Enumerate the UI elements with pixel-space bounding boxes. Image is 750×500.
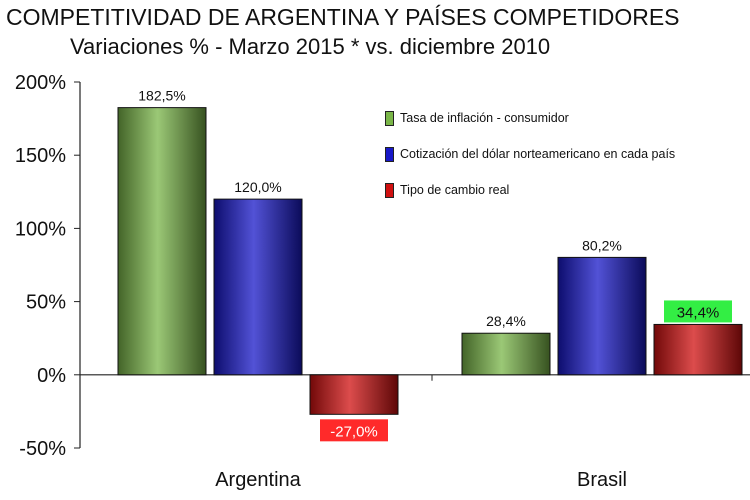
- legend-item-real-exchange: Tipo de cambio real: [385, 172, 675, 208]
- chart-legend: Tasa de inflación - consumidor Cotizació…: [385, 100, 675, 208]
- bar: [117, 107, 207, 376]
- category-label: Argentina: [215, 469, 301, 491]
- y-tick-label: 0%: [37, 365, 66, 387]
- y-tick-label: 100%: [15, 218, 66, 240]
- legend-label-dollar: Cotización del dólar norteamericano en c…: [400, 147, 676, 161]
- chart-title: COMPETITIVIDAD DE ARGENTINA Y PAÍSES COM…: [6, 4, 680, 30]
- data-label: 182,5%: [138, 88, 185, 104]
- category-label: Brasil: [577, 469, 627, 491]
- legend-swatch-inflation: [385, 110, 394, 126]
- legend-swatch-real-exchange: [385, 182, 394, 198]
- data-label: 28,4%: [486, 313, 526, 329]
- y-tick-label: -50%: [19, 438, 66, 460]
- y-tick-label: 50%: [26, 292, 66, 314]
- data-label: -27,0%: [330, 423, 378, 440]
- data-label: 80,2%: [582, 237, 622, 253]
- bar: [653, 323, 743, 376]
- bar: [309, 374, 399, 415]
- legend-swatch-dollar: [385, 146, 394, 162]
- data-label: 34,4%: [677, 304, 720, 321]
- bar: [213, 198, 303, 376]
- chart-subtitle: Variaciones % - Marzo 2015 * vs. diciemb…: [70, 34, 551, 59]
- data-label: 120,0%: [234, 179, 281, 195]
- legend-label-real-exchange: Tipo de cambio real: [400, 183, 510, 197]
- legend-item-inflation: Tasa de inflación - consumidor: [385, 100, 675, 136]
- legend-label-inflation: Tasa de inflación - consumidor: [400, 111, 569, 125]
- bar: [557, 256, 647, 376]
- legend-item-dollar: Cotización del dólar norteamericano en c…: [385, 136, 675, 172]
- data-label-highlight: [320, 419, 388, 442]
- bar: [461, 332, 551, 376]
- y-tick-label: 150%: [15, 145, 66, 167]
- y-tick-label: 200%: [15, 72, 66, 94]
- data-label-highlight: [664, 300, 732, 323]
